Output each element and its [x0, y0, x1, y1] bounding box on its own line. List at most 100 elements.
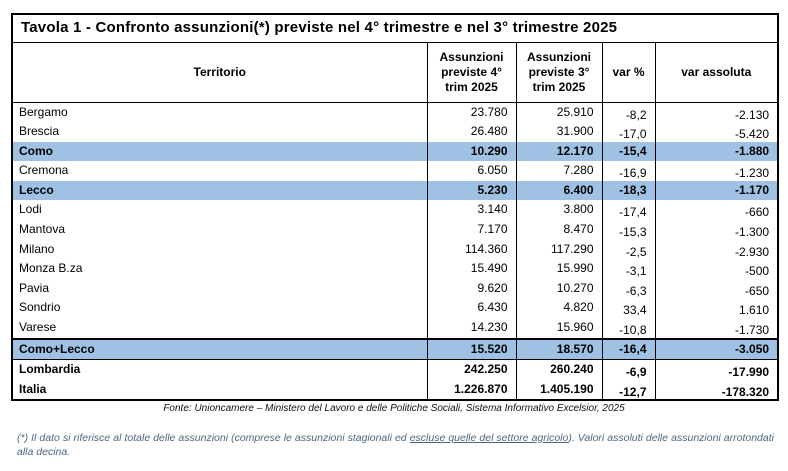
cell-value: -2.130: [735, 107, 770, 122]
cell-value: 114.360: [465, 241, 508, 256]
table-row: Italia 1.226.870 1.405.190 -12,7 -178.320: [12, 379, 779, 401]
cell-value: Sondrio: [19, 300, 61, 315]
cell-assunzioni-4trim: 9.620: [426, 278, 516, 299]
cell-value: 260.240: [550, 362, 594, 377]
footnote-text-post: ). Valori assoluti delle assunzioni arro…: [17, 432, 774, 458]
cell-assunzioni-4trim: 1.226.870: [426, 379, 516, 401]
cell-value: 10.290: [470, 143, 508, 158]
cell-value: -2.930: [735, 244, 770, 259]
cell-territory: Lodi: [12, 200, 427, 220]
cell-territory: Sondrio: [12, 298, 427, 318]
cell-value: 7.280: [563, 163, 594, 178]
cell-assunzioni-3trim: 3.800: [515, 200, 602, 221]
cell-assunzioni-3trim: 117.290: [515, 239, 602, 260]
cell-territory: Milano: [12, 240, 427, 260]
cell-assunzioni-3trim: 15.990: [515, 259, 602, 279]
table-row: Sondrio 6.430 4.820 33,4 1.610: [12, 298, 779, 319]
table-body: Bergamo 23.780 25.910 -8,2 -2.130 Brescia 26.4…: [12, 102, 779, 401]
cell-value: 1.405.190: [540, 381, 594, 396]
cell-var-assoluta: -178.320: [654, 379, 779, 401]
cell-var-assoluta: -2.130: [654, 102, 779, 123]
table-row: Varese 14.230 15.960 -10,8 -1.730: [12, 318, 779, 339]
cell-value: Pavia: [19, 280, 50, 295]
footnote: (*) Il dato si riferisce al totale delle…: [17, 431, 774, 459]
column-header-var-pct: var %: [601, 42, 655, 103]
cell-var-pct: -18,3: [601, 180, 655, 201]
table-row: Bergamo 23.780 25.910 -8,2 -2.130: [12, 102, 779, 123]
cell-territory: Mantova: [12, 220, 427, 240]
cell-value: -650: [745, 283, 770, 298]
table-title: Tavola 1 - Confronto assunzioni(*) previ…: [12, 14, 779, 43]
cell-var-assoluta: 1.610: [654, 298, 779, 319]
cell-value: 23.780: [470, 104, 508, 119]
cell-territory: Brescia: [12, 122, 427, 142]
cell-value: -6,3: [625, 283, 647, 298]
cell-var-assoluta: -17.990: [654, 359, 779, 380]
cell-value: 1.226.870: [454, 381, 508, 396]
cell-territory: Bergamo: [12, 102, 427, 122]
cell-var-pct: -6,3: [601, 278, 655, 299]
cell-territory: Pavia: [12, 279, 427, 299]
cell-var-assoluta: -1.300: [654, 220, 779, 240]
cell-value: Como+Lecco: [19, 341, 95, 356]
cell-value: Cremona: [19, 163, 69, 178]
cell-value: -6,9: [625, 365, 647, 380]
cell-assunzioni-3trim: 12.170: [515, 141, 602, 162]
cell-value: -3.050: [735, 341, 770, 356]
cell-value: -1.170: [735, 182, 770, 197]
cell-var-pct: -3,1: [601, 259, 655, 279]
cell-var-pct: -8,2: [601, 102, 655, 123]
column-header-assunzioni-4trim: Assunzioni previste 4° trim 2025: [426, 42, 516, 103]
cell-assunzioni-3trim: 7.280: [515, 161, 602, 181]
cell-value: -18,3: [619, 182, 647, 197]
cell-assunzioni-4trim: 23.780: [426, 102, 516, 123]
table-row: Como 10.290 12.170 -15,4 -1.880: [12, 141, 779, 162]
cell-value: Bergamo: [19, 104, 68, 119]
cell-territory: Cremona: [12, 161, 427, 181]
footnote-underlined-text: escluse quelle del settore agricolo: [409, 432, 569, 444]
cell-value: -16,9: [619, 166, 647, 181]
cell-assunzioni-3trim: 4.820: [515, 298, 602, 319]
cell-value: -10,8: [619, 323, 647, 338]
cell-value: -660: [745, 205, 770, 220]
cell-value: 6.430: [477, 300, 508, 315]
cell-assunzioni-4trim: 3.140: [426, 200, 516, 221]
cell-var-assoluta: -660: [654, 200, 779, 221]
table-header-row: Territorio Assunzioni previste 4° trim 2…: [12, 42, 779, 103]
cell-value: 15.960: [556, 320, 594, 335]
cell-assunzioni-3trim: 260.240: [515, 359, 602, 380]
table-row: Como+Lecco 15.520 18.570 -16,4 -3.050: [12, 337, 779, 361]
confronto-table: Tavola 1 - Confronto assunzioni(*) previ…: [11, 13, 780, 402]
cell-assunzioni-4trim: 5.230: [426, 180, 516, 201]
cell-value: 9.620: [477, 280, 508, 295]
cell-var-assoluta: -3.050: [654, 337, 779, 361]
cell-value: 12.170: [556, 143, 594, 158]
cell-assunzioni-3trim: 1.405.190: [515, 379, 602, 401]
cell-value: 15.490: [470, 261, 508, 276]
cell-value: -15,4: [619, 143, 647, 158]
cell-var-pct: -6,9: [601, 359, 655, 380]
column-header-assunzioni-3trim: Assunzioni previste 3° trim 2025: [515, 42, 602, 103]
cell-value: -17.990: [728, 365, 770, 380]
cell-value: 4.820: [563, 300, 594, 315]
cell-value: Lecco: [19, 182, 54, 197]
cell-territory: Lombardia: [12, 360, 427, 380]
cell-assunzioni-4trim: 114.360: [426, 239, 516, 260]
cell-var-assoluta: -1.730: [654, 318, 779, 339]
cell-var-assoluta: -1.170: [654, 180, 779, 201]
cell-value: -8,2: [625, 107, 647, 122]
cell-assunzioni-4trim: 15.490: [426, 259, 516, 279]
cell-var-assoluta: -5.420: [654, 122, 779, 142]
column-header-var-assoluta: var assoluta: [654, 42, 779, 103]
table-row: Mantova 7.170 8.470 -15,3 -1.300: [12, 220, 779, 240]
cell-value: Varese: [19, 320, 57, 335]
cell-assunzioni-3trim: 10.270: [515, 278, 602, 299]
cell-value: 3.140: [477, 202, 508, 217]
cell-var-pct: -16,9: [601, 161, 655, 181]
cell-value: 1.610: [739, 303, 770, 318]
cell-assunzioni-3trim: 6.400: [515, 180, 602, 201]
cell-assunzioni-3trim: 18.570: [515, 337, 602, 361]
cell-value: 18.570: [556, 341, 594, 356]
cell-assunzioni-4trim: 7.170: [426, 220, 516, 240]
